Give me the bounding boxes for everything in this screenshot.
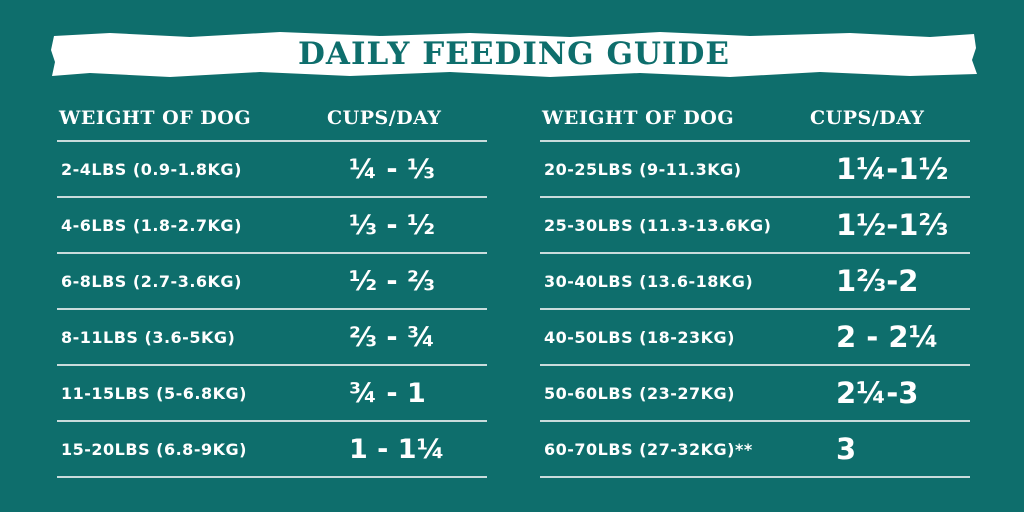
weight-cell: 15-20LBS (6.8-9KG) — [61, 439, 247, 459]
table-row: 6-8LBS (2.7-3.6KG) ½ - ⅔ — [57, 254, 487, 310]
title-banner: DAILY FEEDING GUIDE — [50, 30, 978, 78]
cups-cell: 2 - 2¼ — [836, 320, 939, 354]
table-row: 15-20LBS (6.8-9KG) 1 - 1¼ — [57, 422, 487, 478]
cups-cell: 2¼-3 — [836, 376, 919, 410]
table-header: WEIGHT OF DOG CUPS/DAY — [540, 96, 970, 142]
header-cups: CUPS/DAY — [327, 107, 442, 129]
table-header: WEIGHT OF DOG CUPS/DAY — [57, 96, 487, 142]
weight-cell: 60-70LBS (27-32KG)** — [544, 439, 753, 459]
cups-cell: ⅔ - ¾ — [349, 321, 435, 353]
page-title: DAILY FEEDING GUIDE — [298, 36, 730, 72]
weight-cell: 6-8LBS (2.7-3.6KG) — [61, 271, 242, 291]
cups-cell: 1½-1⅔ — [836, 208, 949, 242]
cups-cell: ¾ - 1 — [349, 377, 426, 409]
torn-paper-banner-shape — [51, 32, 977, 77]
feeding-table-right: WEIGHT OF DOG CUPS/DAY 20-25LBS (9-11.3K… — [540, 96, 970, 478]
table-row: 2-4LBS (0.9-1.8KG) ¼ - ⅓ — [57, 142, 487, 198]
header-weight: WEIGHT OF DOG — [59, 107, 252, 129]
weight-cell: 40-50LBS (18-23KG) — [544, 327, 735, 347]
table-row: 20-25LBS (9-11.3KG) 1¼-1½ — [540, 142, 970, 198]
weight-cell: 2-4LBS (0.9-1.8KG) — [61, 159, 242, 179]
cups-cell: 3 — [836, 432, 857, 466]
table-row: 40-50LBS (18-23KG) 2 - 2¼ — [540, 310, 970, 366]
weight-cell: 8-11LBS (3.6-5KG) — [61, 327, 236, 347]
table-row: 4-6LBS (1.8-2.7KG) ⅓ - ½ — [57, 198, 487, 254]
table-row: 25-30LBS (11.3-13.6KG) 1½-1⅔ — [540, 198, 970, 254]
weight-cell: 25-30LBS (11.3-13.6KG) — [544, 215, 772, 235]
cups-cell: ⅓ - ½ — [349, 209, 435, 241]
cups-cell: 1¼-1½ — [836, 152, 949, 186]
header-weight: WEIGHT OF DOG — [542, 107, 735, 129]
cups-cell: ½ - ⅔ — [349, 265, 435, 297]
table-row: 30-40LBS (13.6-18KG) 1⅔-2 — [540, 254, 970, 310]
feeding-table-left: WEIGHT OF DOG CUPS/DAY 2-4LBS (0.9-1.8KG… — [57, 96, 487, 478]
weight-cell: 4-6LBS (1.8-2.7KG) — [61, 215, 242, 235]
header-cups: CUPS/DAY — [810, 107, 925, 129]
weight-cell: 30-40LBS (13.6-18KG) — [544, 271, 754, 291]
cups-cell: 1⅔-2 — [836, 264, 919, 298]
table-row: 50-60LBS (23-27KG) 2¼-3 — [540, 366, 970, 422]
cups-cell: ¼ - ⅓ — [349, 153, 435, 185]
table-row: 11-15LBS (5-6.8KG) ¾ - 1 — [57, 366, 487, 422]
weight-cell: 20-25LBS (9-11.3KG) — [544, 159, 742, 179]
cups-cell: 1 - 1¼ — [349, 433, 445, 465]
table-row: 60-70LBS (27-32KG)** 3 — [540, 422, 970, 478]
table-row: 8-11LBS (3.6-5KG) ⅔ - ¾ — [57, 310, 487, 366]
weight-cell: 11-15LBS (5-6.8KG) — [61, 383, 247, 403]
weight-cell: 50-60LBS (23-27KG) — [544, 383, 735, 403]
